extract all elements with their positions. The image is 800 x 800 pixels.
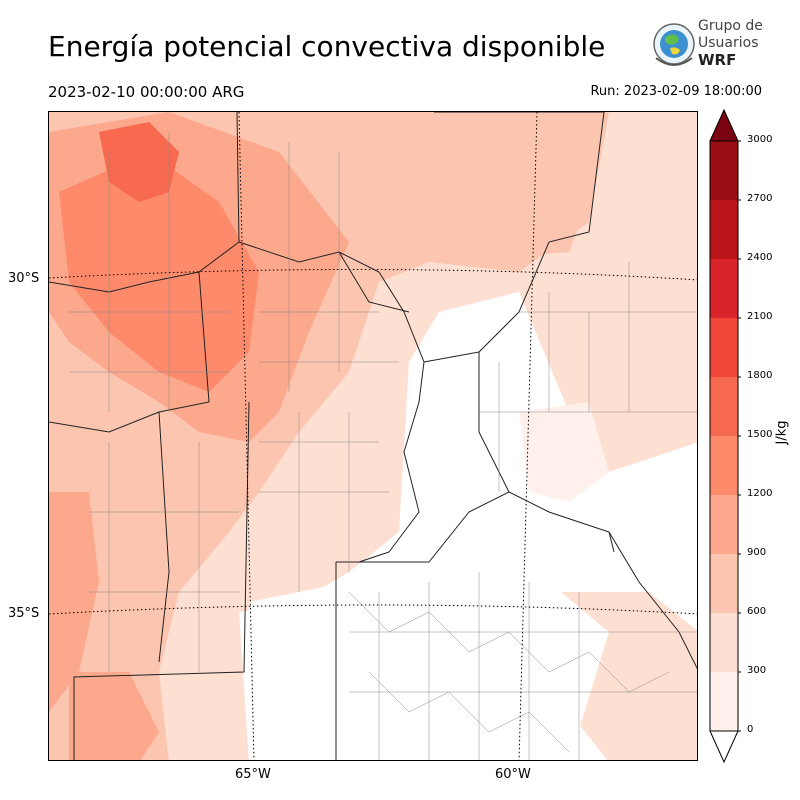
lon-label-65w: 65°W [235,767,271,782]
run-time: Run: 2023-02-09 18:00:00 [590,84,762,99]
colorbar-bin [710,495,738,554]
logo-line-2: Usuarios [698,35,759,51]
colorbar [709,108,741,764]
valid-time: 2023-02-10 00:00:00 ARG [48,83,245,101]
province-boundaries [49,112,697,760]
lat-label-30s: 30°S [8,271,40,286]
colorbar-tick-label: 600 [747,606,767,617]
map-canvas [49,112,697,760]
globe-logo-icon [653,23,695,66]
colorbar-bin [710,377,738,436]
colorbar-bin [710,554,738,613]
colorbar-tick-label: 1500 [747,429,773,440]
colorbar-extend-max [709,108,739,142]
colorbar-tick-label: 3000 [747,134,773,145]
colorbar-bin [710,613,738,672]
chart-title: Energía potencial convectiva disponible [48,30,606,63]
colorbar-tick-label: 0 [747,724,754,735]
colorbar-bin [710,200,738,259]
logo-text: Grupo de Usuarios WRF [698,18,763,69]
colorbar-bin [710,318,738,377]
colorbar-tick-label: 2100 [747,311,773,322]
graticule [49,112,697,760]
colorbar-bin [710,259,738,318]
colorbar-tick-label: 1800 [747,370,773,381]
logo-line-1: Grupo de [698,18,763,34]
colorbar-extend-min [709,730,739,764]
lon-label-60w: 60°W [495,767,531,782]
colorbar-tick-label: 2700 [747,193,773,204]
logo-line-3: WRF [698,51,737,69]
colorbar-bin [710,672,738,731]
colorbar-tick-label: 900 [747,547,767,558]
colorbar-tick-label: 300 [747,665,767,676]
colorbar-tick-label: 1200 [747,488,773,499]
colorbar-unit: J/kg [774,420,790,445]
colorbar-tick-label: 2400 [747,252,773,263]
colorbar-bin [710,141,738,200]
department-boundaries [69,132,697,760]
colorbar-bin [710,436,738,495]
cape-map [48,111,698,761]
lat-label-35s: 35°S [8,606,40,621]
